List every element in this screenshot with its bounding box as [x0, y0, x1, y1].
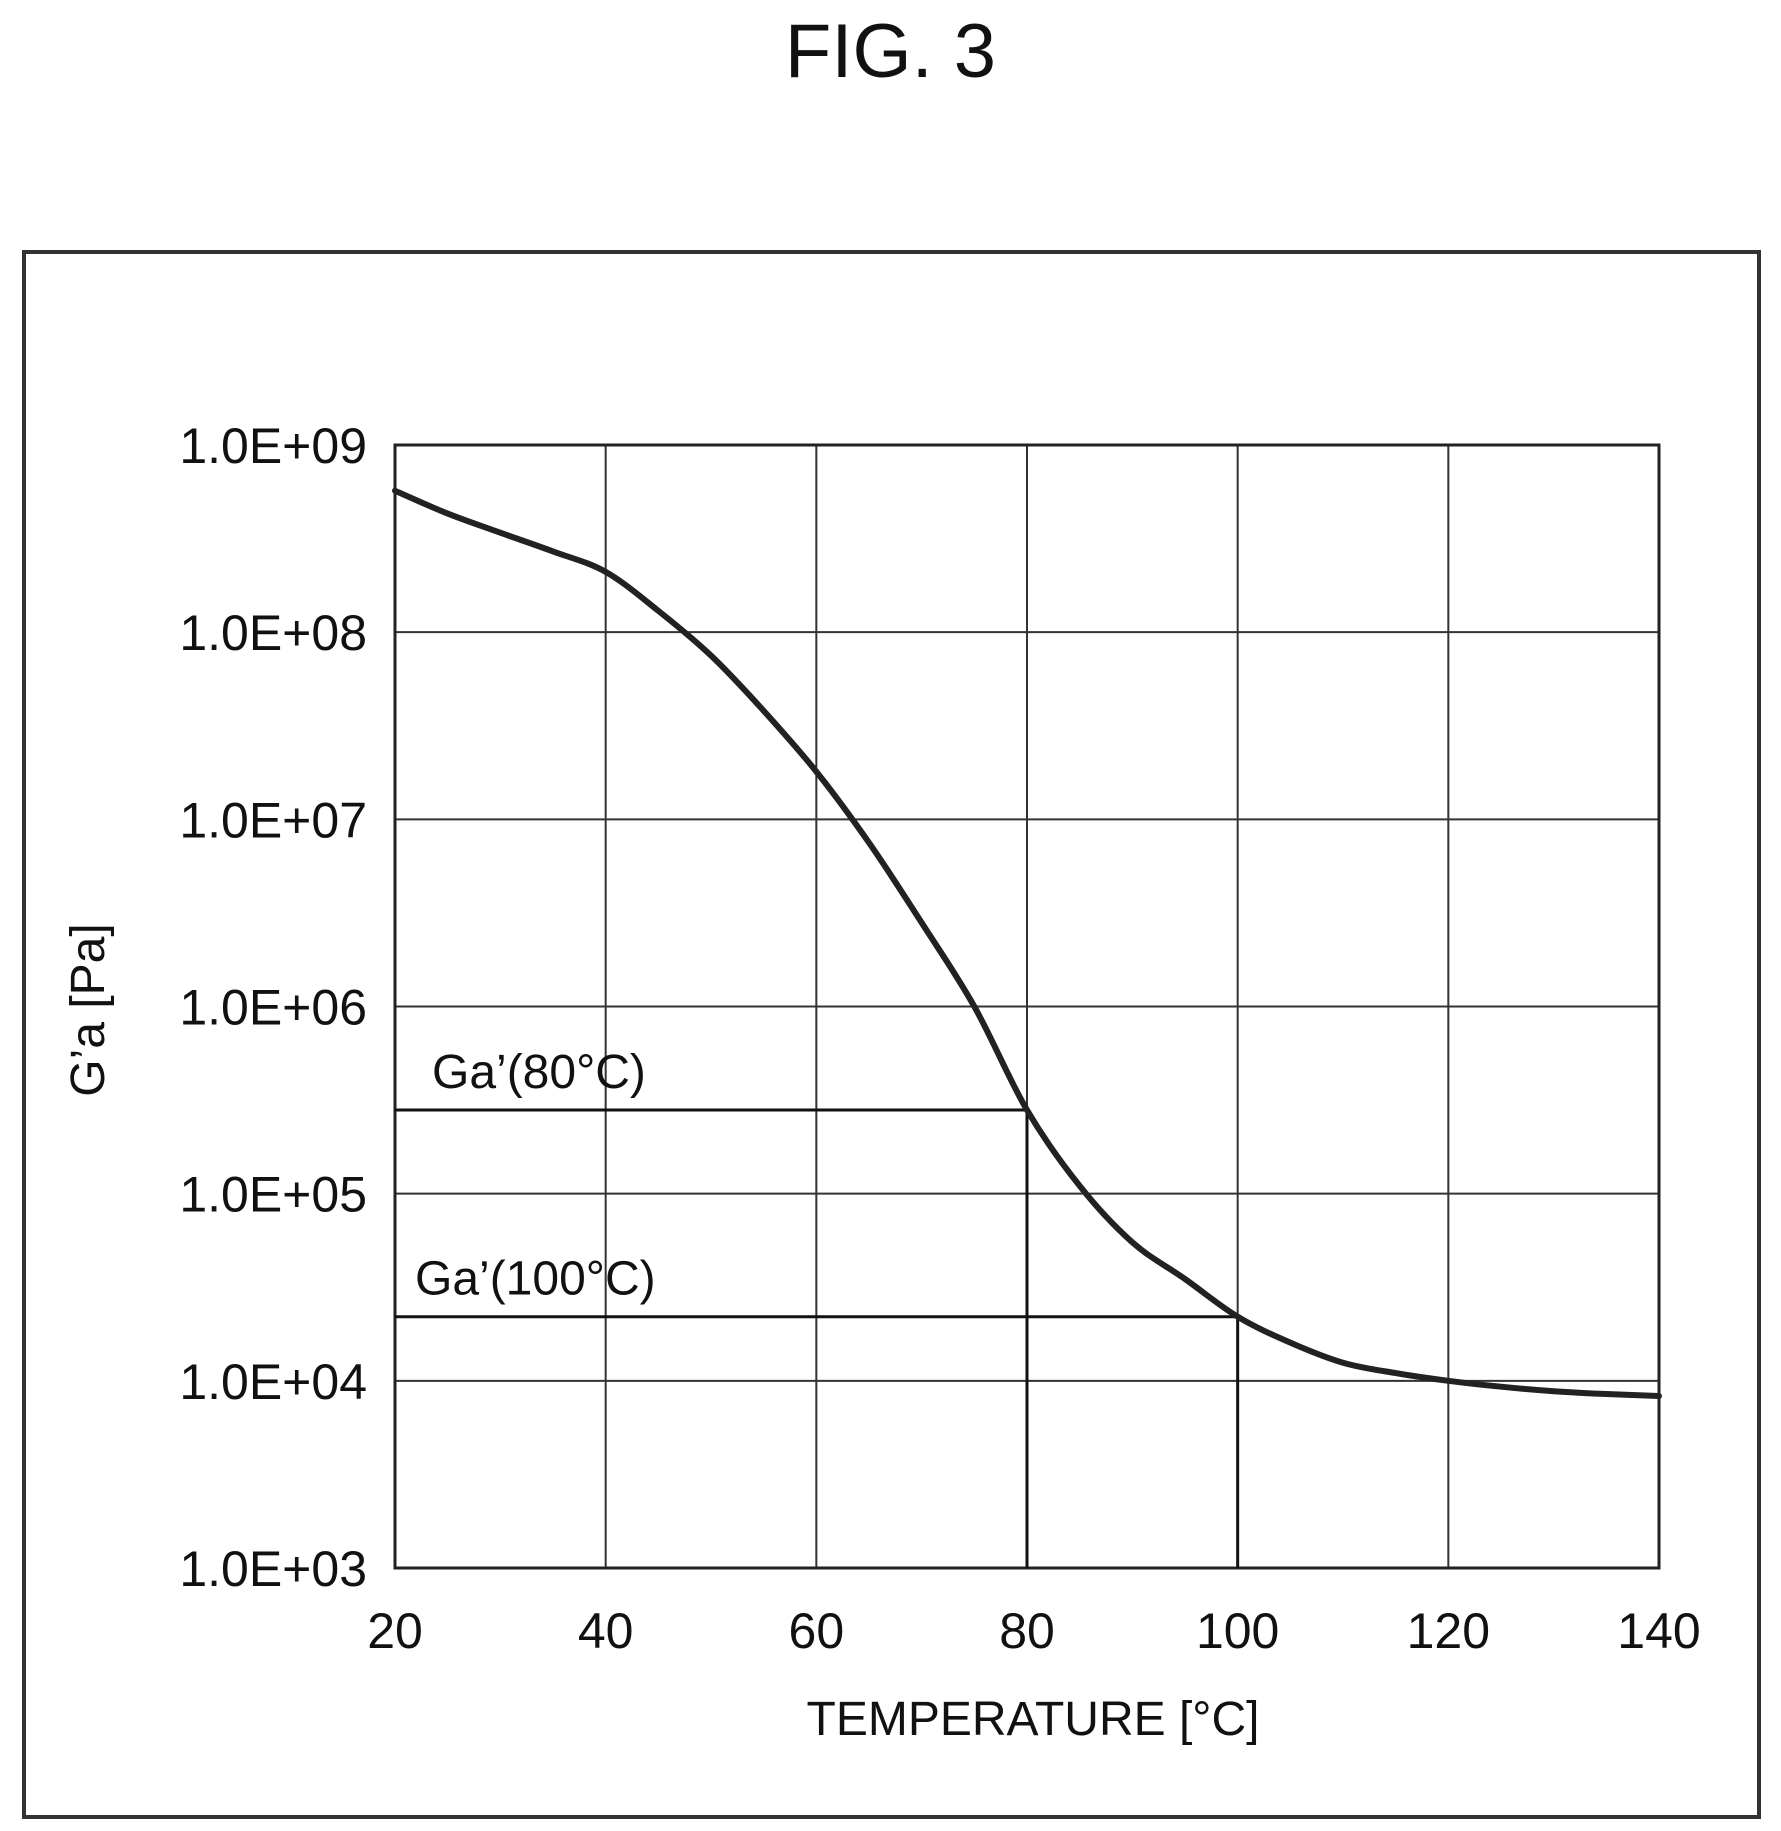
y-tick-label-4: 1.0E+07	[179, 792, 367, 848]
chart-frame	[22, 250, 1761, 1819]
x-tick-label-4: 100	[1196, 1603, 1279, 1659]
y-axis-ticks: 1.0E+03 1.0E+04 1.0E+05 1.0E+06 1.0E+07 1.0E+…	[179, 418, 367, 1597]
x-axis-ticks: 20 40 60 80 100 120 140	[367, 1603, 1701, 1659]
y-tick-label-1: 1.0E+04	[179, 1354, 367, 1410]
x-tick-label-6: 140	[1617, 1603, 1700, 1659]
reference-lines	[395, 1108, 1240, 1568]
annotations: Ga’(80°C) Ga’(100°C)	[415, 1046, 656, 1306]
x-tick-label-5: 120	[1407, 1603, 1490, 1659]
y-tick-label-2: 1.0E+05	[179, 1167, 367, 1223]
series-layer	[392, 487, 1662, 1399]
figure-title: FIG. 3	[784, 9, 997, 94]
y-axis-label: G’a [Pa]	[62, 923, 115, 1096]
x-tick-label-0: 20	[367, 1603, 423, 1659]
annotation-label-1: Ga’(100°C)	[415, 1253, 656, 1306]
x-axis-label: TEMPERATURE [°C]	[807, 1693, 1260, 1746]
x-tick-label-1: 40	[578, 1603, 634, 1659]
x-tick-label-2: 60	[789, 1603, 845, 1659]
annotation-label-0: Ga’(80°C)	[432, 1046, 646, 1099]
x-tick-label-3: 80	[999, 1603, 1055, 1659]
y-tick-label-3: 1.0E+06	[179, 980, 367, 1036]
y-tick-label-0: 1.0E+03	[179, 1541, 367, 1597]
y-tick-label-6: 1.0E+09	[179, 418, 367, 474]
y-tick-label-5: 1.0E+08	[179, 605, 367, 661]
series-line-0	[392, 487, 1662, 1399]
